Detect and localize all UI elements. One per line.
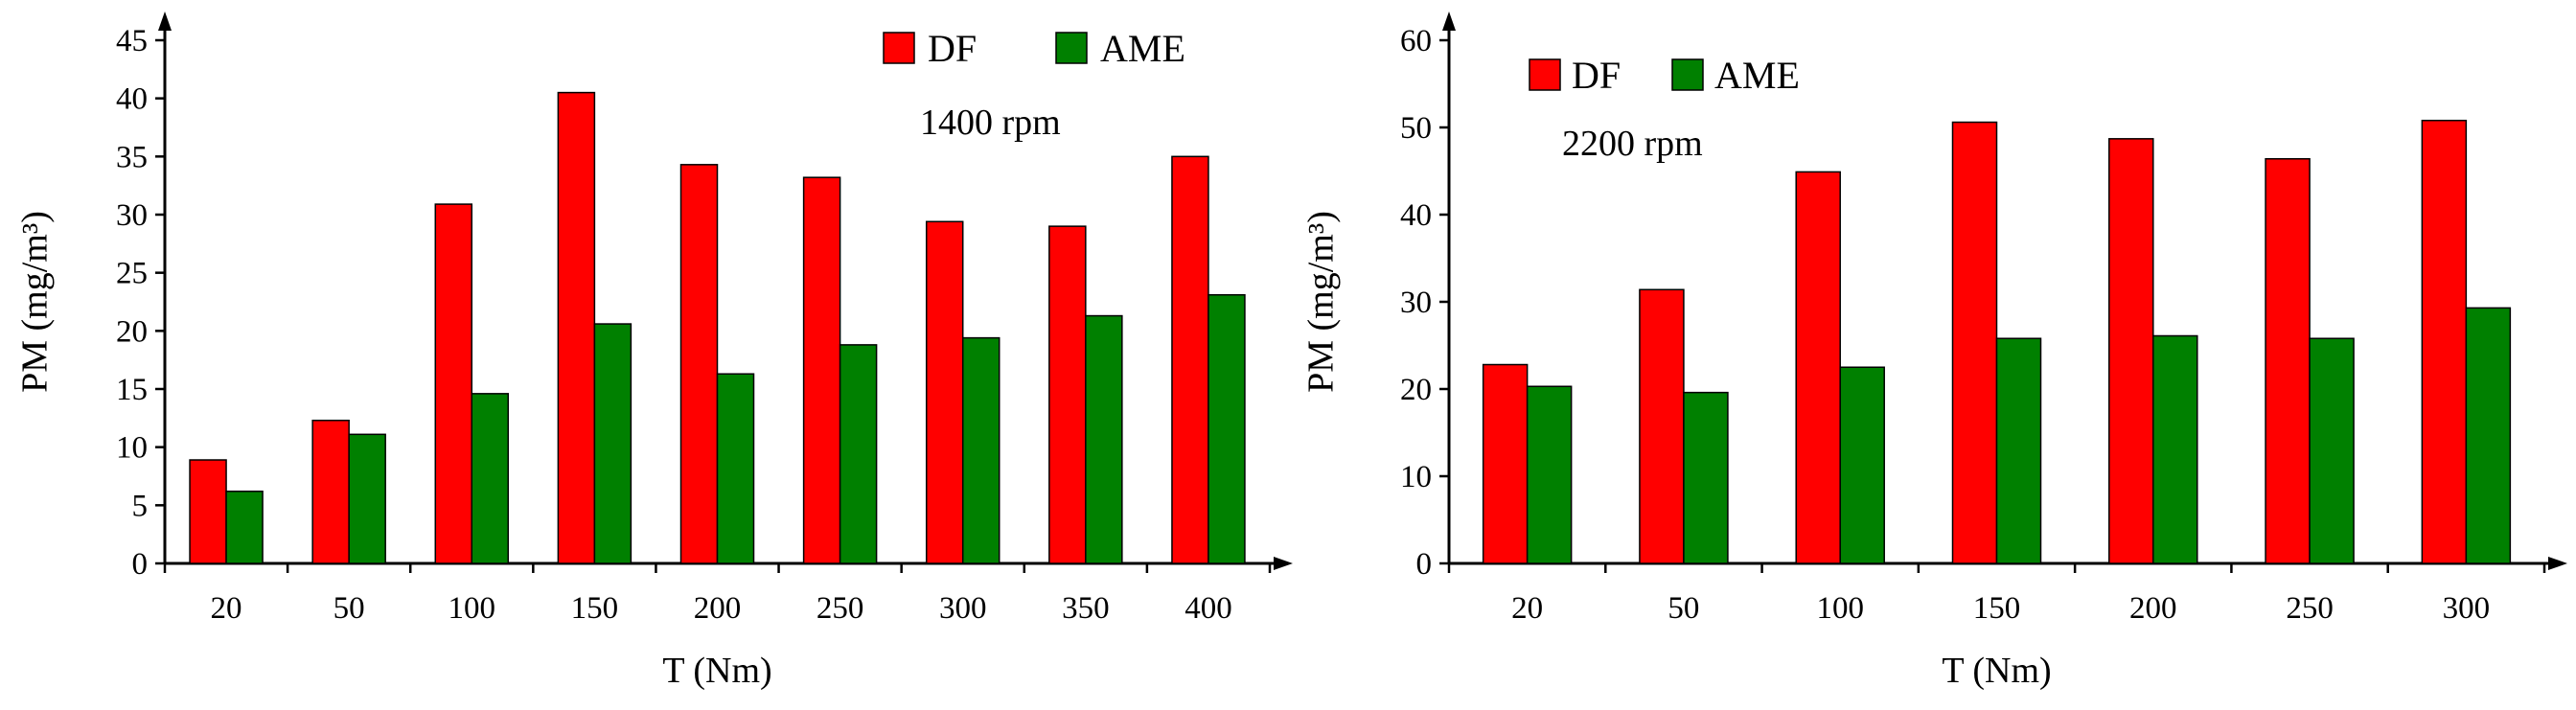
- bar-ame-50: [348, 433, 386, 564]
- y-tick-label: 40: [1400, 198, 1432, 233]
- x-tick-label: 100: [448, 591, 496, 626]
- bar-df-50: [1639, 288, 1685, 564]
- y-axis-arrow: [1442, 11, 1456, 31]
- y-tick-label: 20: [116, 314, 148, 349]
- y-axis-label: PM (mg/m³): [15, 211, 56, 393]
- bar-df-20: [1482, 363, 1529, 564]
- x-tick-label: 50: [334, 591, 365, 626]
- bar-ame-20: [225, 491, 264, 564]
- x-tick-label: 200: [2129, 591, 2177, 626]
- bar-ame-400: [1208, 293, 1246, 564]
- bar-df-50: [311, 420, 350, 564]
- bar-df-300: [2421, 119, 2468, 564]
- x-tick-label: 300: [2443, 591, 2491, 626]
- legend-label-ame: AME: [1100, 27, 1185, 70]
- legend-label-ame: AME: [1714, 54, 1800, 97]
- bar-df-250: [2265, 158, 2311, 564]
- bar-df-150: [557, 91, 596, 564]
- legend-swatch-df: [883, 32, 915, 64]
- bar-ame-50: [1683, 391, 1729, 564]
- x-axis-label: T (Nm): [1942, 651, 2051, 691]
- bar-ame-100: [1839, 366, 1885, 564]
- bar-df-350: [1048, 225, 1087, 564]
- bar-df-400: [1171, 155, 1209, 564]
- x-tick-label: 20: [1511, 591, 1543, 626]
- legend-swatch-df: [1529, 58, 1561, 91]
- legend-swatch-ame: [1055, 32, 1088, 64]
- y-tick-label: 25: [116, 257, 148, 291]
- rpm-annotation: 2200 rpm: [1562, 124, 1703, 164]
- y-tick-label: 0: [132, 547, 149, 582]
- y-tick-label: 20: [1400, 373, 1432, 407]
- x-tick-label: 250: [2286, 591, 2334, 626]
- x-tick-label: 250: [816, 591, 864, 626]
- bar-ame-100: [471, 393, 510, 564]
- bar-df-250: [802, 176, 841, 564]
- x-tick-label: 20: [211, 591, 242, 626]
- y-tick-label: 30: [116, 198, 148, 233]
- x-tick-label: 400: [1184, 591, 1232, 626]
- y-axis-label: PM (mg/m³): [1301, 211, 1342, 393]
- bar-df-150: [1951, 121, 1998, 564]
- x-axis-arrow: [2548, 557, 2567, 570]
- legend-label-df: DF: [928, 27, 977, 70]
- chart-2200rpm: 0 10 20 30 40 50 60 20 50 100 150 200 250 300 T (Nm) PM…: [1301, 11, 2567, 691]
- x-tick-label: 150: [1973, 591, 2021, 626]
- y-tick-label: 60: [1400, 24, 1432, 58]
- x-tick-label: 50: [1668, 591, 1699, 626]
- bar-ame-250: [839, 344, 878, 564]
- x-tick-label: 100: [1816, 591, 1864, 626]
- bar-df-200: [679, 164, 719, 564]
- x-tick-label: 200: [694, 591, 742, 626]
- bar-ame-350: [1085, 314, 1123, 564]
- bar-df-100: [434, 203, 473, 564]
- legend-swatch-ame: [1671, 58, 1704, 91]
- bar-ame-300: [2465, 307, 2512, 564]
- bar-df-100: [1795, 171, 1841, 564]
- y-tick-label: 0: [1416, 547, 1433, 582]
- y-tick-label: 10: [116, 431, 148, 466]
- y-tick-label: 45: [116, 24, 148, 58]
- bar-ame-250: [2309, 337, 2355, 564]
- x-axis-arrow: [1274, 557, 1293, 570]
- x-tick-label: 350: [1062, 591, 1110, 626]
- bar-df-300: [925, 220, 964, 564]
- x-axis-label: T (Nm): [662, 651, 771, 691]
- bar-ame-20: [1526, 385, 1573, 564]
- y-tick-label: 50: [1400, 111, 1432, 146]
- bar-ame-300: [961, 336, 1000, 564]
- y-tick-label: 35: [116, 140, 148, 174]
- bar-ame-200: [2152, 334, 2198, 564]
- rpm-annotation: 1400 rpm: [920, 103, 1061, 143]
- x-tick-label: 300: [939, 591, 987, 626]
- y-axis-arrow: [158, 11, 172, 31]
- y-tick-label: 40: [116, 82, 148, 117]
- bar-ame-200: [716, 373, 755, 564]
- y-tick-label: 15: [116, 373, 148, 407]
- bar-ame-150: [1995, 337, 2042, 564]
- y-tick-label: 30: [1400, 286, 1432, 320]
- y-tick-label: 10: [1400, 460, 1432, 494]
- bar-df-20: [189, 459, 227, 564]
- y-tick-label: 5: [132, 489, 149, 523]
- bar-df-200: [2108, 138, 2154, 564]
- bar-ame-150: [593, 323, 632, 564]
- chart-1400rpm: 0 5 10 15 20 25 30 35 40 45 20 50 100 150 200 250 300 350…: [15, 11, 1293, 691]
- legend-label-df: DF: [1572, 54, 1621, 97]
- x-tick-label: 150: [571, 591, 619, 626]
